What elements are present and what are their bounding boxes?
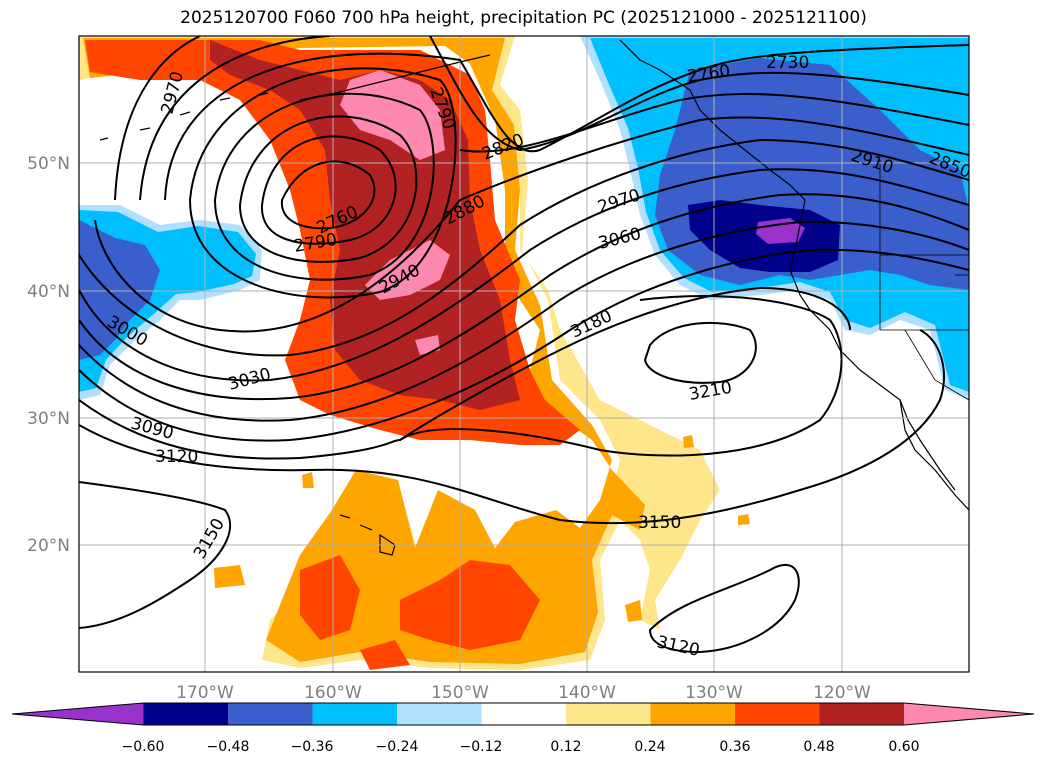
height-contour [79,220,969,422]
map-title: 2025120700 F060 700 hPa height, precipit… [180,8,867,28]
precip-shade-pink [340,70,450,355]
height-contour [648,563,800,654]
height-contour [79,168,969,382]
colorbar-tick-label: 0.24 [634,739,665,755]
height-contour [643,321,757,384]
precip-shade-orange [83,38,645,664]
lon-tick-label: 130°W [685,683,743,703]
height-contour [399,295,843,457]
lat-tick-label: 50°N [27,154,70,174]
lat-tick-label: 40°N [27,282,70,302]
colorbar-tick-label: −0.36 [291,739,334,755]
colorbar-tick-label: −0.48 [207,739,250,755]
height-contour [79,286,851,460]
coastline-islands [99,92,396,556]
state-borders [879,160,969,401]
latitude-ticks: 20°N 30°N 40°N 50°N [27,154,70,556]
colorbar-segment [819,703,904,725]
lon-tick-label: 170°W [176,683,234,703]
lon-tick-label: 160°W [304,683,362,703]
colorbar-segment [566,703,651,725]
height-contour [79,481,231,629]
colorbar-segment [228,703,313,725]
lon-tick-label: 150°W [431,683,489,703]
map-frame [78,35,970,673]
lon-tick-label: 120°W [813,683,871,703]
height-contour [94,116,969,333]
colorbar-tick-label: −0.12 [460,739,503,755]
height-contour [164,44,969,201]
contour-label: 3120 [155,447,198,467]
height-contour [79,248,969,442]
contour-label: 2730 [766,53,809,73]
lon-tick-label: 140°W [558,683,616,703]
height-contour [238,115,418,263]
height-contour [280,160,376,230]
colorbar-segment [312,703,397,725]
coastline-baja [899,399,956,491]
height-contour [213,92,435,281]
colorbar-outline [11,702,1035,726]
lat-tick-label: 20°N [27,536,70,556]
coastline-north-america [619,39,969,511]
colorbar-extend-min [12,703,144,725]
colorbar-segment [481,703,566,725]
longitude-ticks: 170°W 160°W 150°W 140°W 130°W 120°W [176,683,871,703]
height-contour [139,36,969,201]
height-contours [79,36,969,654]
height-contour [260,135,397,245]
colorbar [11,702,1035,726]
colorbar-tick-label: −0.24 [376,739,419,755]
colorbar-tick-label: 0.48 [803,739,834,755]
height-contour [79,329,945,525]
lat-tick-label: 30°N [27,409,70,429]
colorbar-tick-label: −0.60 [122,739,165,755]
height-contour [79,138,969,357]
height-contour [79,193,969,401]
colorbar-tick-label: 0.12 [550,739,581,755]
contour-label: 3150 [638,513,681,533]
colorbar-segment [735,703,820,725]
map-area: 2730 2760 2760 2790 2790 2820 2850 2880 … [79,36,969,672]
colorbar-segment [397,703,482,725]
colorbar-tick-label: 0.60 [888,739,919,755]
colorbar-extend-max [904,703,1034,725]
height-contour [189,67,457,299]
precip-shade-orange-red-south [300,555,540,670]
precip-shade-purple-east [756,218,805,244]
height-contour [114,36,969,201]
colorbar-labels: −0.60 −0.48 −0.36 −0.24 −0.12 0.12 0.24 … [122,739,920,755]
precip-shade-royal-blue-west [79,220,160,360]
colorbar-segment [650,703,735,725]
colorbar-tick-label: 0.36 [719,739,750,755]
colorbar-segment [143,703,228,725]
